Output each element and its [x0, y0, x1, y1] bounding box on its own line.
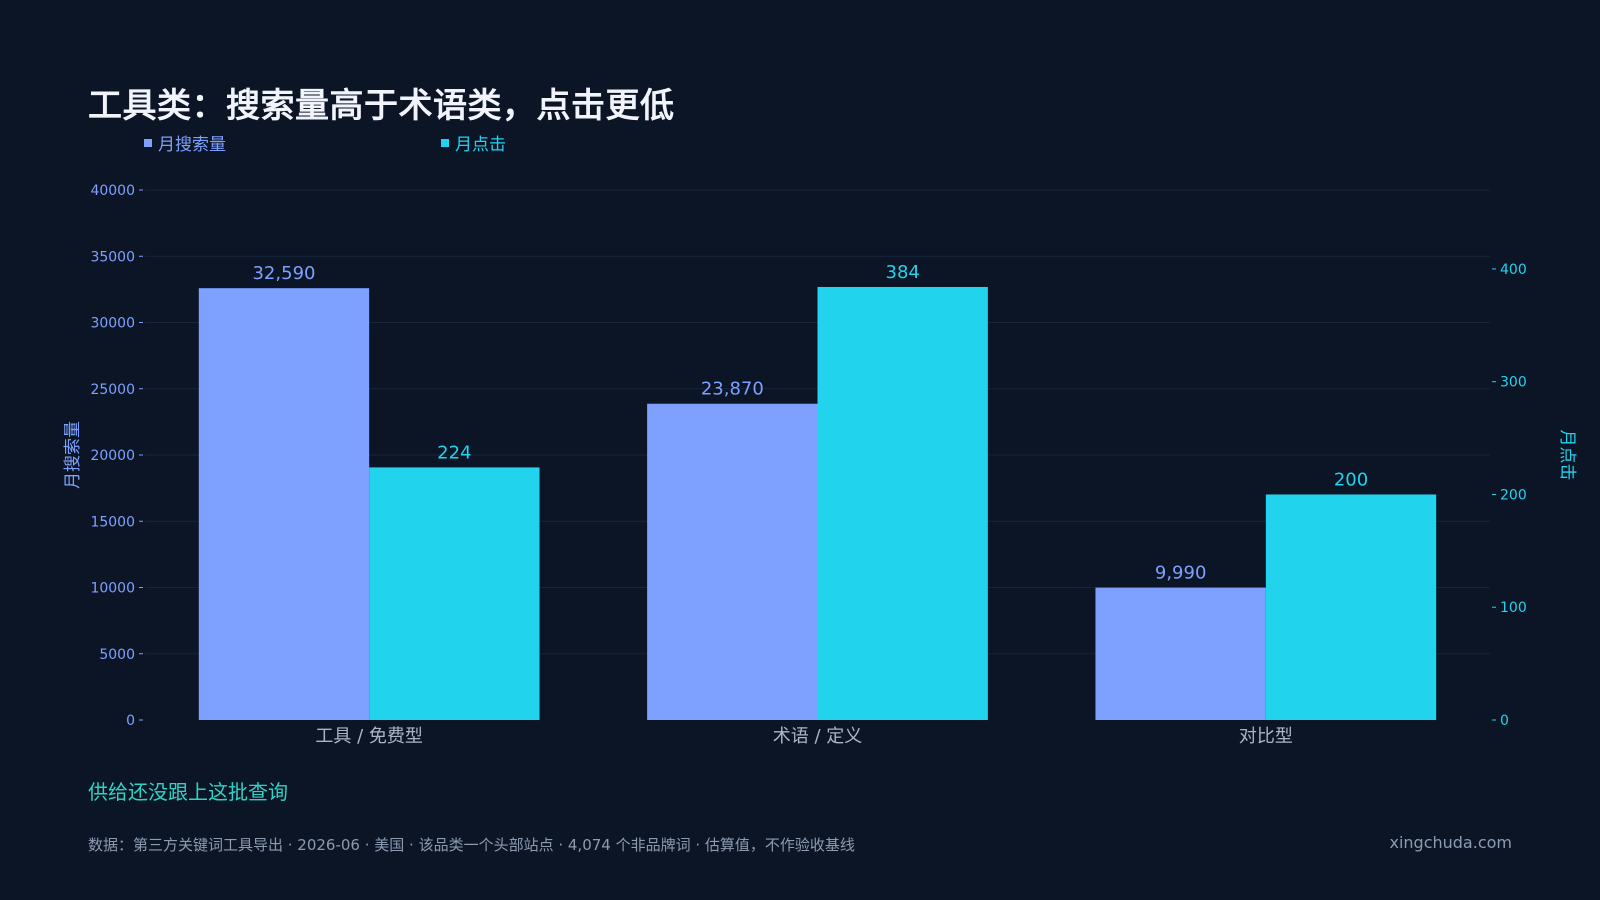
data-label: 200: [1334, 469, 1368, 490]
y-axis-tick-label: 30000: [90, 316, 135, 332]
y2-axis-tick-label: 100: [1500, 600, 1527, 616]
y2-axis-tick-label: 300: [1500, 375, 1527, 391]
bar: [1265, 494, 1437, 720]
data-label: 384: [886, 262, 920, 283]
y-axis-tick-label: 20000: [90, 448, 135, 464]
bar: [198, 288, 370, 720]
legend-swatch-clicks: [441, 138, 449, 147]
brand-link[interactable]: xingchuda.com: [1389, 833, 1512, 852]
legend-item-search: 月搜索量: [144, 130, 226, 155]
legend-label-clicks: 月点击: [455, 135, 506, 155]
y-axis-tick-label: 35000: [90, 249, 135, 265]
x-axis-tick-label: 工具 / 免费型: [315, 726, 423, 747]
legend-swatch-search: [144, 138, 152, 147]
y-axis-tick-label: 5000: [99, 647, 135, 663]
y2-axis-tick-label: 400: [1500, 262, 1527, 278]
bar: [817, 286, 988, 720]
data-label: 32,590: [252, 263, 315, 284]
chart-title: 工具类：搜索量高于术语类，点击更低: [88, 86, 675, 126]
y2-axis-title: 月点击: [1557, 430, 1577, 481]
data-label: 23,870: [701, 379, 764, 400]
x-axis-tick-label: 对比型: [1239, 726, 1293, 747]
bar: [369, 467, 540, 720]
y-axis-tick-label: 10000: [90, 581, 135, 597]
source-footnote: 数据：第三方关键词工具导出 · 2026-06 · 美国 · 该品类一个头部站点…: [88, 836, 855, 854]
data-label: 224: [437, 442, 471, 463]
y-axis-tick-label: 15000: [90, 514, 135, 530]
bar: [1095, 587, 1266, 720]
y2-axis-tick-label: 200: [1500, 487, 1527, 503]
y-axis-tick-label: 0: [126, 713, 135, 729]
bar: [647, 403, 818, 720]
data-label: 9,990: [1155, 563, 1207, 584]
x-axis-tick-label: 术语 / 定义: [773, 726, 863, 747]
chart-subtitle: 供给还没跟上这批查询: [88, 780, 288, 804]
y-axis-title: 月搜索量: [63, 421, 83, 489]
y-axis-tick-label: 25000: [90, 382, 135, 398]
y-axis-tick-label: 40000: [90, 183, 135, 199]
y2-axis-tick-label: 0: [1500, 713, 1509, 729]
legend-item-clicks: 月点击: [441, 130, 506, 155]
legend-label-search: 月搜索量: [158, 135, 226, 155]
